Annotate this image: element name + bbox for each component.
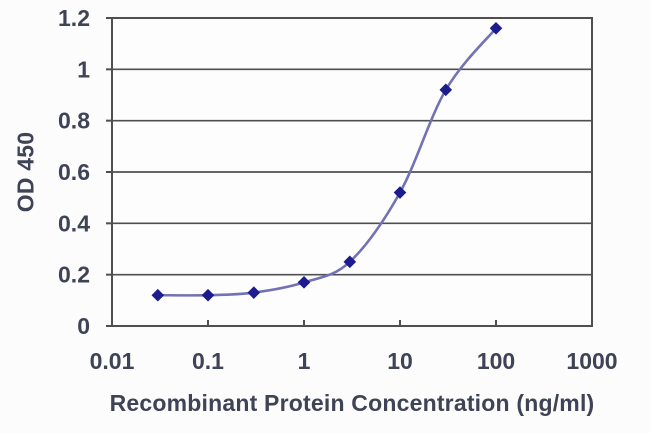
data-point-marker (201, 288, 215, 302)
data-point-marker (393, 186, 407, 199)
data-point-marker (247, 286, 261, 299)
y-tick-label: 0 (77, 313, 90, 339)
y-axis-title: OD 450 (12, 131, 39, 213)
data-point-marker (343, 255, 357, 269)
y-tick-label: 0.4 (58, 210, 90, 236)
y-tick-label: 0.2 (58, 262, 90, 288)
x-tick-label: 1 (298, 348, 311, 374)
series-line (156, 27, 498, 297)
y-tick-label: 0.8 (58, 108, 90, 134)
x-tick-label: 0.01 (90, 348, 135, 374)
data-point-marker (439, 83, 453, 97)
x-tick-label: 100 (477, 348, 515, 374)
y-tick-label: 1 (77, 56, 90, 82)
data-point-marker (151, 288, 165, 302)
data-point-marker (297, 276, 311, 289)
y-tick-label: 0.6 (58, 159, 90, 185)
x-tick-label: 1000 (566, 348, 617, 374)
x-axis-title: Recombinant Protein Concentration (ng/ml… (109, 390, 595, 416)
y-tick-label: 1.2 (58, 5, 90, 31)
x-tick-label: 0.1 (192, 348, 224, 374)
x-tick-label: 10 (387, 348, 413, 374)
data-point-marker (489, 21, 503, 35)
